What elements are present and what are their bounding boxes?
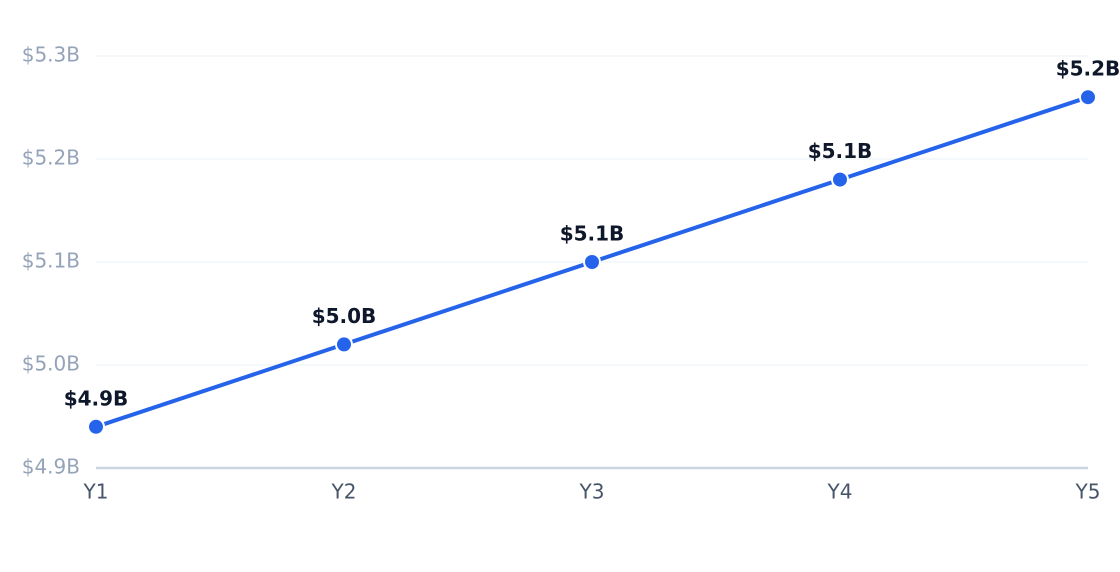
data-label: $5.0B bbox=[312, 304, 377, 328]
y-tick-label: $5.2B bbox=[22, 146, 80, 170]
point bbox=[583, 253, 601, 271]
x-tick-label: Y3 bbox=[579, 480, 605, 504]
x-tick-label: Y1 bbox=[83, 480, 109, 504]
point bbox=[87, 417, 105, 436]
data-label: $4.9B bbox=[64, 386, 129, 410]
x-tick-label: Y2 bbox=[331, 480, 357, 504]
y-tick-label: $5.0B bbox=[22, 352, 80, 376]
point bbox=[335, 335, 353, 354]
point bbox=[1079, 88, 1097, 107]
data-label: $5.2B bbox=[1056, 57, 1120, 81]
x-tick-label: Y5 bbox=[1075, 480, 1101, 504]
data-label: $5.1B bbox=[808, 139, 873, 163]
y-tick-label: $4.9B bbox=[22, 455, 80, 479]
point bbox=[831, 170, 849, 189]
y-tick-label: $5.1B bbox=[22, 249, 80, 273]
data-label: $5.1B bbox=[560, 222, 625, 246]
x-tick-label: Y4 bbox=[827, 480, 853, 504]
y-tick-label: $5.3B bbox=[22, 43, 80, 67]
